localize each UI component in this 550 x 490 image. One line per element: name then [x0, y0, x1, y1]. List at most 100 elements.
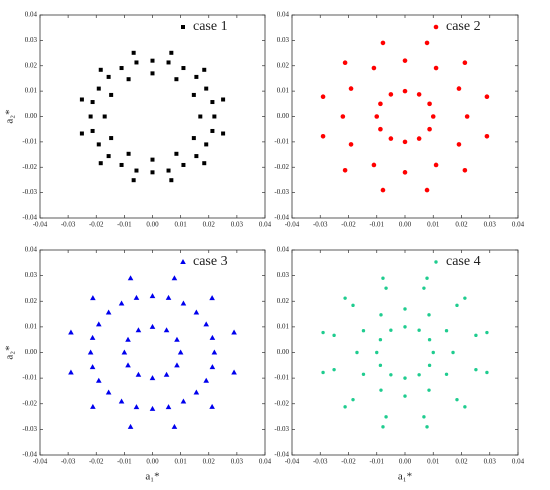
- y-tick-label: 0.03: [277, 271, 290, 279]
- x-tick-label: 0.01: [427, 221, 440, 229]
- point: [119, 162, 124, 167]
- point: [384, 415, 388, 419]
- point: [166, 60, 171, 65]
- point: [422, 415, 426, 419]
- point: [204, 86, 209, 91]
- point: [118, 300, 125, 306]
- x-tick-label: -0.01: [369, 221, 384, 229]
- point: [102, 114, 107, 119]
- y-tick-label: -0.02: [274, 399, 289, 407]
- point: [417, 328, 421, 332]
- point: [125, 336, 131, 342]
- x-tick-label: 0.00: [146, 458, 159, 466]
- y-tick-label: 0.04: [277, 246, 290, 254]
- x-tick-label: -0.01: [117, 221, 132, 229]
- point: [332, 333, 336, 338]
- point: [427, 337, 432, 342]
- point: [169, 50, 174, 55]
- point: [444, 329, 449, 333]
- point: [105, 309, 112, 315]
- point: [348, 86, 354, 91]
- point: [462, 167, 468, 173]
- point: [378, 337, 383, 342]
- point: [371, 65, 377, 71]
- point: [422, 286, 426, 290]
- point: [474, 333, 478, 338]
- point: [433, 162, 439, 168]
- point: [462, 60, 468, 66]
- point: [89, 334, 96, 340]
- y-tick-label: 0.04: [25, 11, 38, 19]
- point: [402, 139, 408, 145]
- point: [384, 286, 388, 290]
- point: [150, 71, 155, 76]
- point: [109, 136, 114, 141]
- point: [389, 373, 393, 377]
- point: [231, 369, 237, 375]
- point: [134, 168, 139, 173]
- point: [169, 178, 174, 183]
- point: [424, 187, 430, 193]
- point: [163, 371, 170, 377]
- point: [361, 372, 366, 376]
- point: [430, 114, 436, 119]
- y-tick-label: -0.01: [274, 374, 289, 382]
- x-tick-label: 0.03: [231, 458, 244, 466]
- point: [209, 364, 216, 370]
- point: [342, 167, 348, 173]
- point: [174, 77, 179, 82]
- point: [149, 375, 156, 381]
- point: [425, 276, 429, 280]
- point: [95, 377, 102, 383]
- x-tick-label: -0.04: [33, 458, 48, 466]
- point: [181, 66, 186, 71]
- x-axis-label: a₁*: [398, 471, 412, 483]
- y-tick-label: -0.03: [22, 188, 37, 196]
- point: [68, 369, 74, 375]
- x-tick-label: 0.04: [259, 221, 272, 229]
- point: [381, 425, 385, 429]
- x-tick-label: 0.01: [175, 221, 188, 229]
- point: [109, 92, 114, 97]
- point: [431, 350, 435, 355]
- point: [464, 114, 470, 119]
- point: [174, 151, 179, 156]
- point: [474, 367, 478, 372]
- point: [444, 372, 449, 376]
- point: [221, 97, 226, 102]
- point: [180, 300, 187, 306]
- legend-label: case 4: [446, 254, 481, 269]
- point: [202, 67, 207, 72]
- point: [402, 58, 408, 63]
- x-tick-label: 0.00: [399, 458, 412, 466]
- y-tick-label: -0.02: [22, 163, 37, 171]
- x-tick-label: -0.02: [89, 221, 104, 229]
- point: [402, 170, 408, 175]
- point: [332, 367, 336, 372]
- point: [381, 276, 385, 280]
- y-tick-label: 0.02: [277, 297, 290, 305]
- x-tick-label: 0.02: [203, 458, 216, 466]
- point: [427, 313, 431, 317]
- point: [180, 259, 186, 264]
- point: [424, 40, 430, 46]
- point: [355, 350, 359, 355]
- point: [484, 94, 490, 100]
- y-tick-label: 0.01: [25, 87, 38, 95]
- x-tick-label: 0.00: [146, 221, 159, 229]
- point: [209, 334, 216, 340]
- x-tick-label: 0.03: [231, 221, 244, 229]
- y-tick-label: -0.03: [274, 188, 289, 196]
- point: [378, 363, 383, 368]
- y-tick-label: 0.02: [277, 61, 290, 69]
- x-tick-label: 0.03: [484, 221, 497, 229]
- point: [135, 371, 142, 377]
- point: [221, 131, 226, 136]
- point: [455, 397, 459, 402]
- point: [127, 423, 134, 429]
- point: [374, 114, 380, 119]
- y-tick-label: -0.04: [22, 451, 37, 459]
- point: [95, 321, 102, 327]
- y-tick-label: 0.01: [277, 87, 290, 95]
- point: [90, 100, 95, 105]
